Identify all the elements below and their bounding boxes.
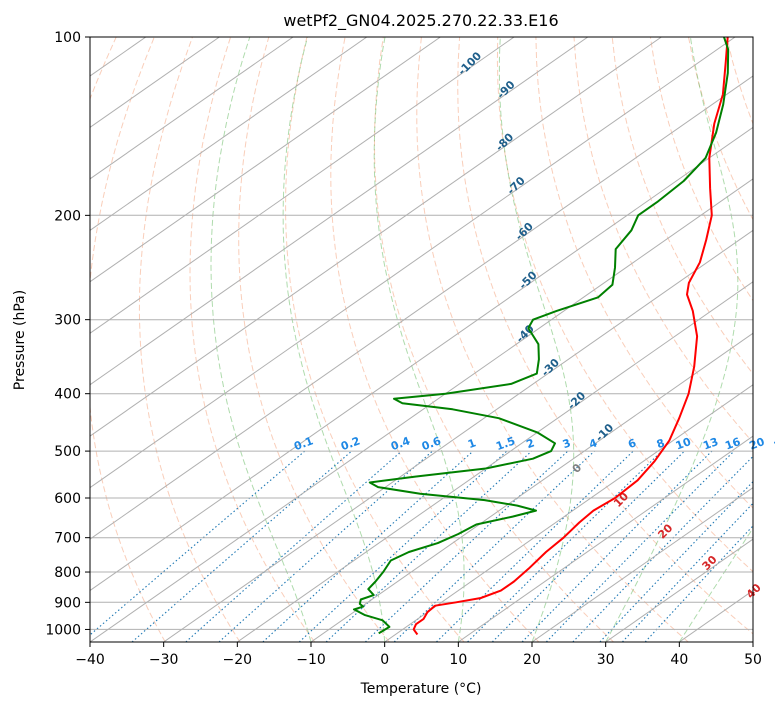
y-tick-label: 700: [54, 531, 81, 547]
mixing-ratio-label: 0.2: [339, 434, 362, 453]
isotherm-line: [531, 487, 753, 642]
mixing-ratio-label: 2: [525, 436, 537, 451]
dry-adiabat: [330, 37, 540, 642]
x-axis-label: Temperature (°C): [360, 681, 482, 697]
mixing-ratio-line: [218, 450, 433, 642]
dry-adiabat: [496, 37, 753, 573]
isotherm-line: [90, 37, 368, 231]
mixing-ratio-line: [521, 450, 713, 642]
isotherm-line: [90, 37, 294, 180]
x-tick-label: 10: [449, 652, 467, 668]
x-tick-label: −20: [223, 652, 253, 668]
x-tick-label: 30: [597, 652, 615, 668]
isotherm-line: [90, 37, 662, 437]
mixing-ratio-line: [325, 450, 532, 642]
y-tick-label: 900: [54, 595, 81, 611]
mixing-ratio-label: 6: [626, 436, 638, 451]
y-tick-label: 600: [54, 491, 81, 507]
moist-adiabat: [373, 37, 465, 642]
background-line-labels: 0.10.20.40.611.52346810131620253036-100-…: [292, 49, 775, 601]
mixing-ratio-label: 16: [723, 435, 742, 453]
moist-adiabat: [678, 527, 753, 642]
plot-frame: [89, 36, 754, 643]
mixing-ratio-label: 0.4: [389, 434, 412, 453]
y-tick-label: 100: [54, 30, 81, 46]
mixing-ratio-label: 13: [701, 435, 720, 452]
isotherm-line: [90, 37, 515, 334]
dewpoint-line: [353, 37, 730, 635]
isotherm-line: [90, 37, 736, 489]
dry-adiabat: [285, 37, 465, 642]
profile-series: [353, 37, 730, 636]
mixing-ratio-label: 0.1: [292, 434, 315, 453]
dry-adiabat: [649, 37, 753, 302]
isotherm-line: [458, 435, 753, 642]
x-tick-label: 20: [523, 652, 541, 668]
mixing-ratio-label: 0.6: [420, 434, 443, 453]
mixing-ratio-label: 1: [466, 436, 478, 451]
x-tick-label: −40: [75, 652, 105, 668]
dry-adiabat: [90, 37, 166, 642]
isotherm-line: [163, 229, 753, 642]
grid-lines: [90, 37, 753, 642]
isotherm-line: [90, 75, 753, 540]
temperature-line: [412, 37, 729, 636]
moist-adiabat: [605, 37, 739, 642]
isotherm-line: [605, 538, 753, 642]
mixing-ratio-label: 3: [561, 436, 573, 451]
isotherm-line: [237, 281, 753, 642]
moist-adiabat: [498, 37, 575, 642]
mixing-ratio-line: [90, 450, 306, 636]
mixing-ratio-line: [393, 450, 595, 642]
isotherm-line: [90, 37, 441, 283]
y-tick-label: 1000: [45, 622, 81, 638]
y-tick-label: 500: [54, 444, 81, 460]
mixing-ratio-line: [364, 450, 569, 642]
y-tick-label: 200: [54, 208, 81, 224]
mixing-ratio-label: 10: [674, 435, 693, 453]
mixing-ratio-label: 25: [772, 435, 775, 452]
mixing-ratio-line: [491, 450, 685, 642]
y-axis-label: Pressure (hPa): [12, 290, 28, 390]
x-tick-label: −30: [149, 652, 179, 668]
mixing-ratio-line: [545, 450, 735, 642]
y-tick-label: 300: [54, 313, 81, 329]
x-tick-label: 40: [670, 652, 688, 668]
dry-adiabat: [373, 37, 614, 642]
isotherm-line: [90, 126, 753, 592]
x-tick-label: −10: [296, 652, 326, 668]
mixing-ratio-label: 1.5: [494, 434, 517, 453]
mixing-ratio-line: [467, 450, 663, 642]
isotherm-line: [384, 384, 753, 642]
mixing-ratio-label: 4: [587, 436, 599, 451]
moist-adiabat: [210, 37, 312, 642]
dry-adiabat: [138, 37, 241, 642]
isotherm-line: [90, 37, 589, 386]
y-tick-label: 800: [54, 565, 81, 581]
mixing-ratio-line: [572, 455, 753, 642]
chart-title: wetPf2_GN04.2025.270.22.33.E16: [283, 11, 558, 31]
dry-adiabat: [416, 37, 689, 642]
isotherm-line: [90, 178, 753, 642]
mixing-ratio-line: [621, 502, 753, 642]
y-tick-label: 400: [54, 387, 81, 403]
x-tick-label: 50: [744, 652, 762, 668]
dry-adiabat: [189, 37, 316, 642]
dry-adiabat: [535, 37, 753, 509]
x-tick-label: 0: [380, 652, 389, 668]
dry-adiabat: [238, 37, 390, 642]
mixing-ratio-label: 20: [748, 435, 767, 453]
isotherm-line: [310, 332, 753, 642]
dry-adiabat: [573, 37, 753, 444]
axes: −40 −30 −20 −10 0 10 20 30 40 5010020030040050060…: [45, 30, 762, 668]
mixing-ratio-label: 8: [655, 436, 667, 451]
mixing-ratio-line: [599, 480, 753, 642]
